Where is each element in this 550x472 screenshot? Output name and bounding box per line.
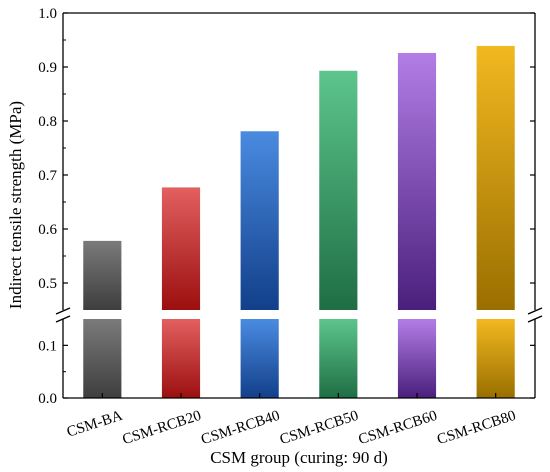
axis-break-mark-left-1 — [55, 307, 71, 315]
bar-csm-rcb80-lower — [476, 319, 515, 398]
y-tick-label: 1.0 — [38, 6, 57, 22]
x-axis-title: CSM group (curing: 90 d) — [210, 448, 388, 467]
y-axis-title: Indirect tensile strength (MPa) — [6, 101, 25, 309]
x-tick-label: CSM-BA — [65, 408, 125, 441]
y-tick-label: 0.0 — [38, 391, 57, 407]
bar-csm-rcb20-lower — [161, 319, 201, 398]
bar-csm-rcb80-upper — [476, 45, 515, 310]
axis-break-mark-right-1 — [527, 307, 543, 315]
axis-break-mark-right-2 — [527, 315, 543, 323]
x-tick-label: CSM-RCB20 — [121, 408, 204, 448]
bar-csm-rcb40-upper — [240, 131, 279, 310]
bar-csm-rcb60-lower — [397, 319, 437, 398]
bar-csm-rcb20-upper — [161, 187, 201, 310]
bar-csm-rcb50-upper — [319, 70, 358, 310]
bar-csm-ba-upper — [83, 240, 122, 310]
bar-csm-rcb40-lower — [240, 319, 279, 398]
x-tick-label: CSM-RCB40 — [199, 408, 282, 448]
bar-csm-rcb50-lower — [319, 319, 358, 398]
x-tick-label: CSM-RCB60 — [357, 408, 440, 448]
bar-csm-ba-lower — [83, 319, 122, 398]
bar-csm-rcb60-upper — [397, 52, 437, 311]
axis-break-mark-left-2 — [55, 315, 71, 323]
y-tick-label: 0.1 — [38, 338, 57, 354]
y-tick-label: 0.7 — [38, 168, 57, 184]
x-tick-label: CSM-RCB80 — [435, 408, 518, 448]
y-tick-label: 0.8 — [38, 114, 57, 130]
y-tick-label: 0.5 — [38, 276, 57, 292]
axes-frame — [55, 12, 543, 399]
y-tick-label: 0.6 — [38, 222, 57, 238]
y-tick-label: 0.9 — [38, 60, 57, 76]
x-tick-label: CSM-RCB50 — [278, 408, 361, 448]
